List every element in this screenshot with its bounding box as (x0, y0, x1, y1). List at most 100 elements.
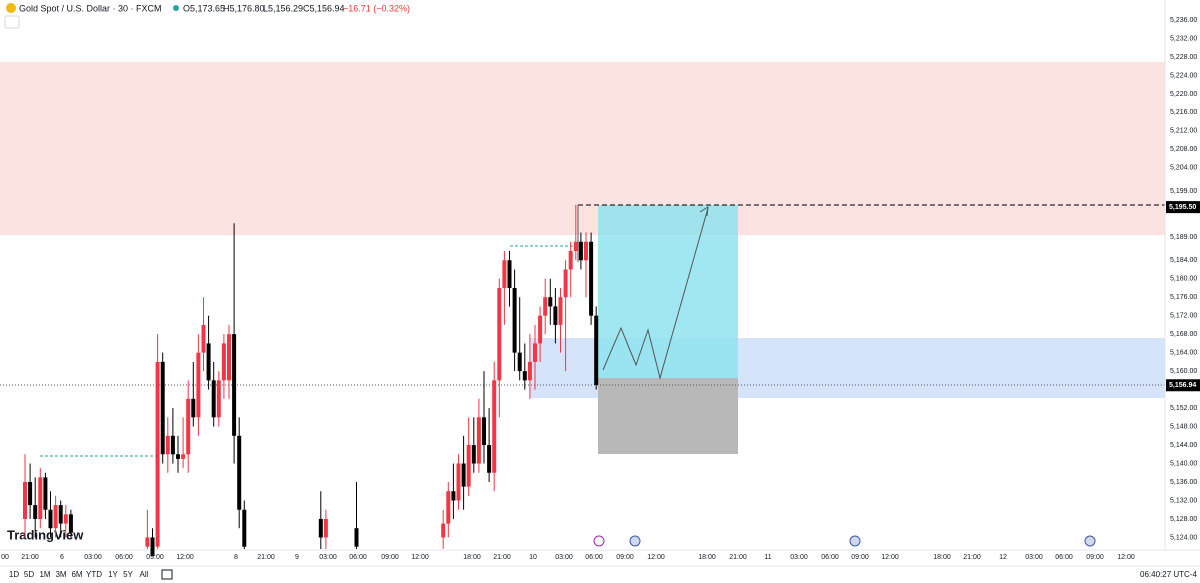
time-tick-label: 03:00 (555, 554, 573, 561)
logo: TradingView (7, 527, 84, 542)
range-button[interactable]: 3M (55, 570, 66, 579)
time-tick-label: 18:00 (933, 554, 951, 561)
time-tick-label: 06:00 (585, 554, 603, 561)
time-tick-label: 21:00 (21, 554, 39, 561)
time-tick-label: 12:00 (1117, 554, 1135, 561)
range-button[interactable]: 1M (39, 570, 50, 579)
time-tick-label: 12:00 (176, 554, 194, 561)
time-tick-label: 06:00 (1055, 554, 1073, 561)
price-tick-label: 5,208.00 (1170, 146, 1197, 153)
candle-body (466, 445, 471, 487)
time-tick-label: 11 (764, 554, 771, 561)
stop-zone (598, 378, 738, 454)
candle-body (522, 371, 527, 381)
candle-body (578, 241, 583, 261)
time-tick-label: 9 (295, 554, 299, 561)
time-tick-label: 03:00 (1025, 554, 1043, 561)
price-tick-label: 5,132.00 (1170, 497, 1197, 504)
price-tick-label: 5,128.00 (1170, 516, 1197, 523)
candle-body (160, 361, 165, 455)
ohlc-high: H5,176.80 (223, 3, 265, 13)
candle-body (527, 361, 532, 381)
ohlc-close: C5,156.94 (303, 3, 345, 13)
range-button[interactable]: 1D (9, 570, 19, 579)
time-tick-label: 12 (999, 554, 1007, 561)
candle-body (487, 445, 492, 473)
status-dot (173, 5, 179, 11)
symbol-icon (6, 3, 16, 13)
price-tick-label: 5,136.00 (1170, 479, 1197, 486)
range-button[interactable]: 6M (71, 570, 82, 579)
candle-body (533, 343, 537, 362)
candle-body (553, 306, 558, 325)
candle-body (589, 241, 594, 316)
range-button[interactable]: All (140, 570, 149, 579)
time-tick-label: 12:00 (647, 554, 665, 561)
range-button[interactable]: 5D (24, 570, 34, 579)
candle-body (441, 523, 446, 538)
candle-body (181, 454, 186, 459)
price-axis-bg (1165, 0, 1200, 550)
candle-body (165, 435, 170, 455)
time-tick-label: 09:00 (851, 554, 869, 561)
candle-body (23, 482, 27, 519)
range-button[interactable]: 5Y (123, 570, 133, 579)
candle-body (43, 477, 48, 510)
candle-body (155, 361, 160, 547)
target-zone (598, 205, 738, 378)
time-tick-label: 09:00 (381, 554, 399, 561)
projection-arrow (699, 206, 709, 217)
projection-path (602, 207, 709, 380)
candle-body (63, 514, 68, 524)
time-tick-label: 03:00 (84, 554, 102, 561)
candle-body (201, 324, 206, 353)
candle-body (584, 241, 588, 261)
price-tick-label: 5,184.00 (1170, 257, 1197, 264)
price-tick-label: 5,189.00 (1170, 234, 1197, 241)
supply-zone (0, 62, 1165, 235)
price-tick-label: 5,199.00 (1170, 188, 1197, 195)
event-icon (629, 535, 641, 547)
time-tick-label: 06:00 (821, 554, 839, 561)
candle-body (538, 315, 543, 344)
candle-body (558, 297, 563, 325)
symbol[interactable]: Gold Spot / U.S. Dollar · 30 · FXCM (19, 3, 162, 13)
clock: 06:40:27 UTC-4 (1140, 570, 1197, 579)
time-tick-label: 21:00 (963, 554, 981, 561)
price-tick-label: 5,160.00 (1170, 368, 1197, 375)
price-tick-label: 5,124.00 (1170, 534, 1197, 541)
price-tick-label: 5,224.00 (1170, 72, 1197, 79)
price-tick-label: 5,144.00 (1170, 442, 1197, 449)
price-tick-label: 5,168.00 (1170, 331, 1197, 338)
price-tick-label: 5,152.00 (1170, 405, 1197, 412)
price-tick-label: 5,236.00 (1170, 17, 1197, 24)
calendar-button[interactable] (161, 569, 173, 580)
price-tick-label: 5,148.00 (1170, 423, 1197, 430)
price-tick-label: 5,180.00 (1170, 276, 1197, 283)
range-button[interactable]: 1Y (108, 570, 118, 579)
price-tag-label: 5,156.94 (1169, 382, 1196, 389)
candle-body (170, 435, 175, 455)
price-tag (1166, 379, 1200, 392)
candle-body (196, 352, 201, 418)
time-tick-label: 09:00 (1086, 554, 1104, 561)
price-tick-label: 5,228.00 (1170, 54, 1197, 61)
time-tick-label: 12:00 (411, 554, 429, 561)
candle-body (227, 334, 231, 381)
price-tick-label: 5,220.00 (1170, 91, 1197, 98)
ohlc-low: L5,156.29 (263, 3, 303, 13)
candle-body (548, 297, 553, 307)
time-tick-label: 03:00 (319, 554, 337, 561)
collapse-button[interactable] (4, 15, 20, 29)
range-button[interactable]: YTD (86, 570, 102, 579)
candle-body (451, 491, 456, 501)
candle-body (28, 482, 33, 506)
time-tick-label: 18:00 (698, 554, 716, 561)
candle-body (318, 518, 323, 538)
candle-body (186, 398, 191, 455)
candle-body (471, 445, 476, 464)
ohlc-open: O5,173.65 (183, 3, 225, 13)
candle-body (216, 380, 221, 418)
candle-body (150, 537, 155, 556)
